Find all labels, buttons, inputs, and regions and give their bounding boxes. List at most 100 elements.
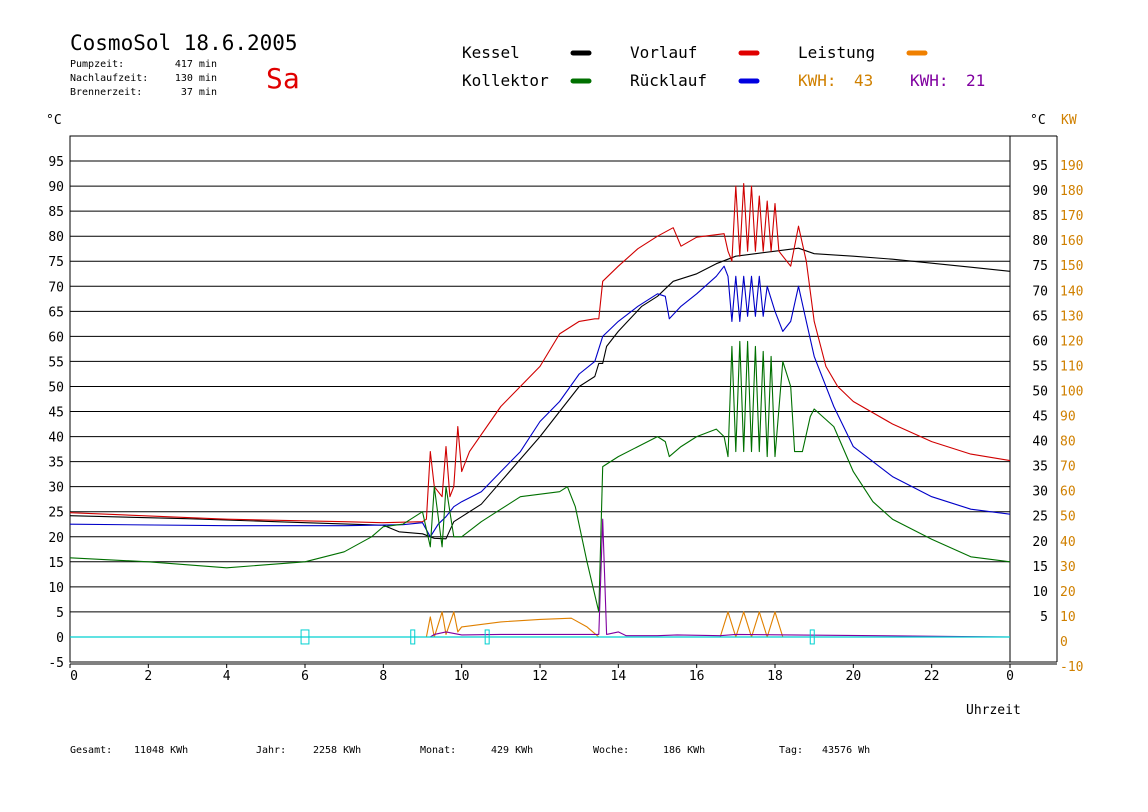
total-label: Gesamt: — [70, 745, 112, 756]
y-tick-left: 70 — [48, 280, 64, 295]
y-axis-label-right-temp: °C — [1030, 113, 1046, 128]
kwh-value: 43 — [854, 71, 873, 90]
y-tick-right-power: 140 — [1060, 284, 1083, 299]
stat-label: Brennerzeit: — [70, 87, 142, 98]
y-tick-left: 90 — [48, 180, 64, 195]
x-tick: 20 — [846, 669, 862, 684]
x-tick: 10 — [454, 669, 470, 684]
total-label: Woche: — [593, 745, 629, 756]
x-axis-label: Uhrzeit — [966, 703, 1021, 718]
y-tick-right-temp: 25 — [1032, 510, 1048, 525]
x-tick: 6 — [301, 669, 309, 684]
series-line — [69, 183, 1011, 524]
y-tick-right-temp: 85 — [1032, 209, 1048, 224]
series-line — [69, 340, 1011, 613]
x-tick: 22 — [924, 669, 940, 684]
y-tick-right-power: 170 — [1060, 209, 1083, 224]
series-line — [70, 611, 1010, 638]
y-tick-right-temp: 15 — [1032, 560, 1048, 575]
y-tick-left: 15 — [48, 556, 64, 571]
legend-label: Kessel — [462, 43, 520, 62]
y-tick-right-temp: 55 — [1032, 359, 1048, 374]
y-tick-right-temp: 30 — [1032, 485, 1048, 500]
y-tick-left: -5 — [48, 656, 64, 671]
y-tick-right-power: 190 — [1060, 159, 1083, 174]
chart-title: CosmoSol 18.6.2005 — [70, 31, 298, 55]
y-tick-right-power: 70 — [1060, 460, 1076, 475]
x-tick: 18 — [767, 669, 783, 684]
x-tick: 12 — [532, 669, 548, 684]
weekday-label: Sa — [266, 62, 300, 95]
y-tick-right-temp: 10 — [1032, 585, 1048, 600]
total-value: 43576 Wh — [822, 745, 870, 756]
pump-marker — [484, 629, 490, 645]
y-tick-left: 85 — [48, 205, 64, 220]
y-tick-left: 95 — [48, 155, 64, 170]
data-series — [69, 183, 1011, 638]
kwh-label: KWH: — [910, 71, 949, 90]
y-tick-right-temp: 80 — [1032, 234, 1048, 249]
pump-marker — [410, 629, 416, 645]
y-tick-left: 40 — [48, 431, 64, 446]
total-label: Tag: — [779, 745, 803, 756]
y-tick-right-power: 180 — [1060, 184, 1083, 199]
y-tick-right-power: 0 — [1060, 635, 1068, 650]
y-tick-right-power: -10 — [1060, 660, 1083, 675]
y-tick-left: 80 — [48, 230, 64, 245]
y-tick-right-power: 40 — [1060, 535, 1076, 550]
kwh-label: KWH: — [798, 71, 837, 90]
y-tick-left: 75 — [48, 255, 64, 270]
y-tick-left: 60 — [48, 330, 64, 345]
y-tick-right-temp: 65 — [1032, 309, 1048, 324]
y-tick-left: 25 — [48, 506, 64, 521]
total-label: Jahr: — [256, 745, 286, 756]
y-tick-right-temp: 75 — [1032, 259, 1048, 274]
y-tick-right-power: 110 — [1060, 359, 1083, 374]
legend-label: Leistung — [798, 43, 875, 62]
y-tick-left: 30 — [48, 481, 64, 496]
y-tick-right-power: 80 — [1060, 435, 1076, 450]
kwh-value: 21 — [966, 71, 985, 90]
x-tick: 14 — [611, 669, 627, 684]
stat-label: Pumpzeit: — [70, 59, 124, 70]
y-tick-right-power: 160 — [1060, 234, 1083, 249]
y-tick-right-temp: 60 — [1032, 334, 1048, 349]
total-value: 186 KWh — [663, 745, 705, 756]
y-tick-right-temp: 5 — [1040, 610, 1048, 625]
y-tick-right-power: 130 — [1060, 309, 1083, 324]
series-line — [69, 265, 1011, 538]
plot-frame — [69, 135, 1011, 663]
y-axis-label-right-power: KW — [1061, 113, 1077, 128]
series-line — [69, 247, 1011, 540]
legend-label: Vorlauf — [630, 43, 697, 62]
y-tick-left: 55 — [48, 355, 64, 370]
y-tick-right-power: 90 — [1060, 410, 1076, 425]
stat-value: 417 min — [175, 59, 217, 70]
pump-marker — [300, 629, 310, 645]
y-tick-right-temp: 45 — [1032, 410, 1048, 425]
energy-totals: Gesamt: 11048 KWh Jahr: 2258 KWh Monat: 429 K… — [70, 745, 870, 756]
y-tick-right-temp: 90 — [1032, 184, 1048, 199]
y-tick-left: 50 — [48, 380, 64, 395]
total-value: 2258 KWh — [313, 745, 361, 756]
y-tick-right-power: 60 — [1060, 485, 1076, 500]
total-value: 11048 KWh — [134, 745, 188, 756]
stat-value: 130 min — [175, 73, 217, 84]
y-tick-right-power: 30 — [1060, 560, 1076, 575]
y-tick-right-temp: 35 — [1032, 460, 1048, 475]
y-tick-right-temp: 50 — [1032, 384, 1048, 399]
y-tick-left: 5 — [56, 606, 64, 621]
series-line — [70, 518, 1011, 638]
y-tick-right-power: 10 — [1060, 610, 1076, 625]
y-tick-left: 0 — [56, 631, 64, 646]
y-tick-left: 20 — [48, 531, 64, 546]
x-tick: 16 — [689, 669, 705, 684]
y-tick-left: 35 — [48, 456, 64, 471]
y-tick-right-temp: 95 — [1032, 159, 1048, 174]
legend-label: Kollektor — [462, 71, 549, 90]
x-tick: 8 — [379, 669, 387, 684]
y-tick-right-temp: 20 — [1032, 535, 1048, 550]
x-tick: 0 — [1006, 669, 1014, 684]
legend: Kessel Kollektor Vorlauf Rücklauf Leistung KW… — [462, 43, 985, 90]
